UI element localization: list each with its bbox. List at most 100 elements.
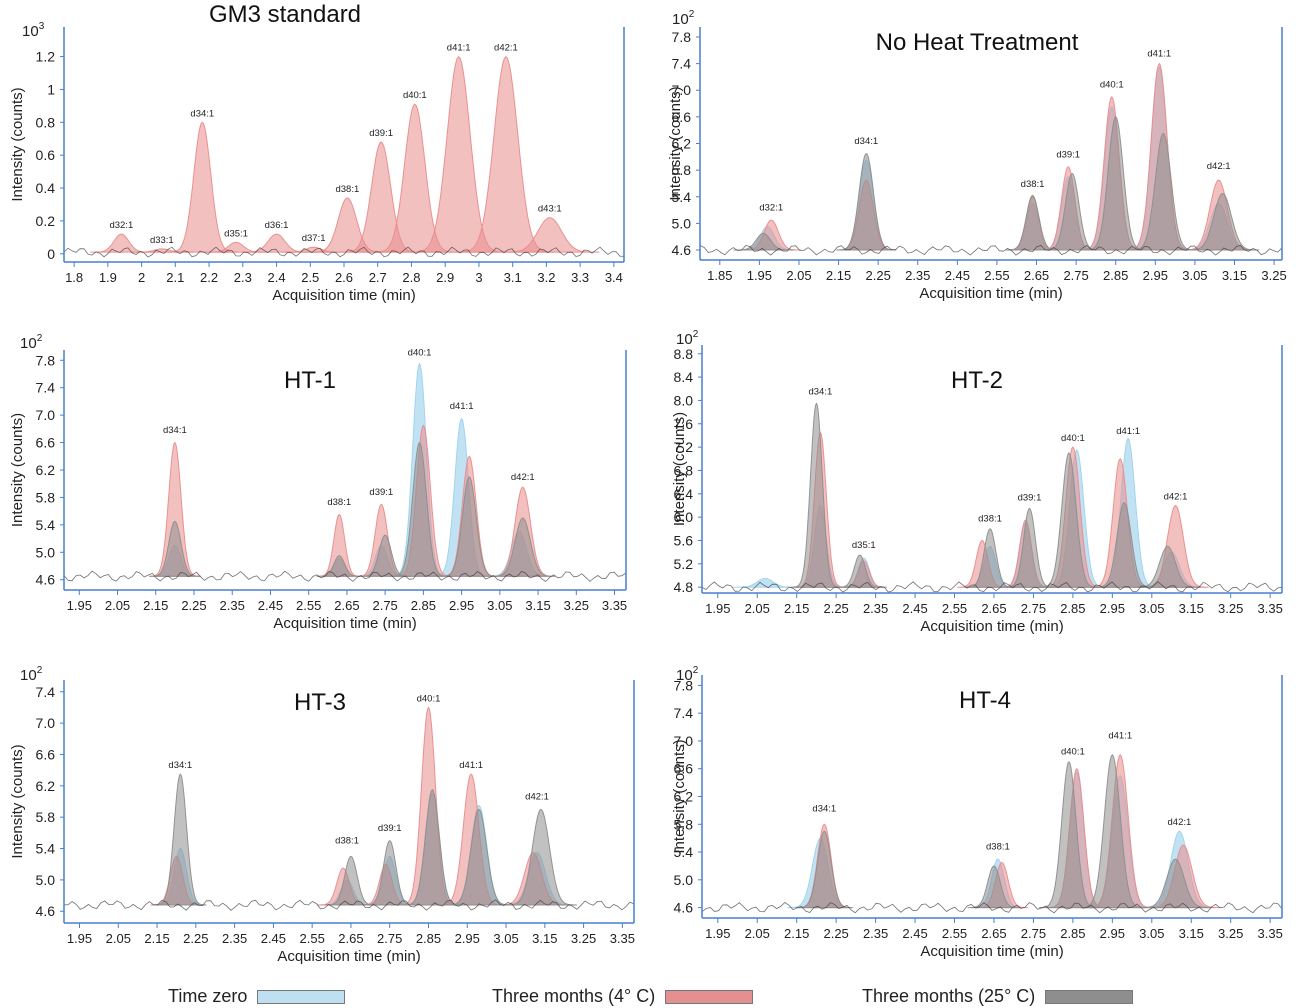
y-tick-label: 7.4 [672,56,692,72]
peak-area [836,554,883,588]
baseline-trace [701,581,1283,593]
series-3 [791,402,1201,588]
peak-label: d41:1 [450,401,474,412]
x-tick-label: 1.8 [65,270,83,285]
peak-label: d40:1 [1100,80,1124,91]
chart-title: HT-1 [284,367,336,394]
y-tick-label: 7.0 [674,733,694,749]
peak-area [316,555,362,577]
y-tick-label: 6.8 [674,462,694,478]
peak-label: d39:1 [1056,149,1080,160]
x-tick-label: 3.1 [504,270,522,285]
peak-label: d42:1 [1207,161,1231,172]
legend: Time zero Three months (4° C) Three mont… [0,984,1296,1008]
x-tick-label: 3.15 [525,598,550,613]
peak-label: d41:1 [447,43,471,54]
x-tick-label: 2.05 [745,601,770,616]
peak-label: d36:1 [265,220,289,231]
y-tick-label: 5.4 [36,841,56,857]
x-tick-label: 2.65 [1024,268,1049,283]
peak-label: d41:1 [1108,730,1132,741]
x-tick-label: 3.05 [1139,926,1164,941]
peak-area [500,217,600,253]
y-tick-label: 5.0 [672,215,692,231]
x-tick-label: 1.95 [705,926,730,941]
peak-label: d34:1 [163,425,187,436]
series-2 [796,753,1220,909]
series-2 [741,62,1256,251]
peak-label: d38:1 [978,514,1002,525]
x-tick-label: 2.75 [377,931,402,946]
x-tick-label: 2.25 [866,268,891,283]
x-axis-label: Acquisition time (min) [920,943,1063,960]
x-tick-label: 3.35 [1258,601,1283,616]
y-tick-label: 6.2 [672,136,692,152]
series-1 [154,792,573,906]
peak-area [1043,172,1101,251]
y-tick-label: 4.6 [36,903,56,919]
peak-label: d40:1 [1061,746,1085,757]
x-axis-label: Acquisition time (min) [272,287,415,304]
y-tick-label: 8.0 [674,392,694,408]
peak-area [796,830,853,909]
x-tick-label: 2.85 [411,598,436,613]
peak-label: d40:1 [408,348,432,359]
y-tick-label: 6.6 [36,435,56,451]
axis-multiplier: 102 [20,333,43,352]
peak-label: d42:1 [494,43,518,54]
axis-multiplier: 103 [22,21,45,40]
x-tick-label: 3.05 [1139,601,1164,616]
x-tick-label: 2.85 [1060,926,1085,941]
x-axis-label: Acquisition time (min) [920,618,1063,635]
y-axis-label: Intensity (counts) [9,744,26,858]
peak-label: d38:1 [986,842,1010,853]
legend-label: Time zero [168,986,248,1006]
peak-label: d42:1 [511,472,535,483]
chart-panel-4: 1.95 2.05 2.15 2.25 2.35 2.45 2.55 2.65 2.75 2.85… [671,329,1283,635]
x-tick-label: 3 [475,270,482,285]
x-tick-label: 2.25 [823,926,848,941]
y-tick-label: 7.0 [36,715,56,731]
x-tick-label: 2.1 [166,270,184,285]
x-tick-label: 2.55 [942,926,967,941]
x-tick-label: 2.65 [981,926,1006,941]
x-tick-label: 2.05 [105,598,130,613]
peak-label: d42:1 [1164,491,1188,502]
y-tick-label: 8.4 [674,369,694,385]
peak-area [490,517,555,577]
y-tick-label: 7.8 [672,29,692,45]
x-tick-label: 2.25 [183,931,208,946]
peak-area [1004,507,1055,588]
x-tick-label: 2.95 [1100,926,1125,941]
y-tick-label: 6.4 [674,486,694,502]
peak-label: d33:1 [150,235,174,246]
x-tick-label: 2.15 [784,926,809,941]
x-tick-label: 2.45 [261,931,286,946]
baseline-trace [63,246,625,258]
legend-label: Three months (25° C) [862,986,1036,1006]
peak-label: d38:1 [327,497,351,508]
y-tick-label: 5.0 [36,544,56,560]
y-tick-label: 0.2 [36,213,56,229]
y-tick-label: 1.2 [36,49,56,65]
x-tick-label: 2.15 [784,601,809,616]
baseline-trace [699,244,1283,256]
x-tick-label: 2.95 [1100,601,1125,616]
x-tick-label: 2.25 [823,601,848,616]
peak-area [154,773,207,906]
y-axis-label: Intensity (counts) [9,413,26,527]
x-tick-label: 2.4 [267,270,285,285]
legend-swatch [665,989,754,1004]
peak-label: d41:1 [459,760,483,771]
y-tick-label: 5.4 [36,517,56,533]
y-tick-label: 6.6 [36,746,56,762]
x-tick-label: 3.05 [487,598,512,613]
x-tick-label: 2.6 [335,270,353,285]
y-tick-label: 5.8 [36,489,56,505]
peak-area [733,232,794,251]
peak-area [1084,116,1148,251]
y-tick-label: 4.6 [672,242,692,258]
peak-area [403,788,462,906]
y-tick-label: 0 [47,246,55,262]
